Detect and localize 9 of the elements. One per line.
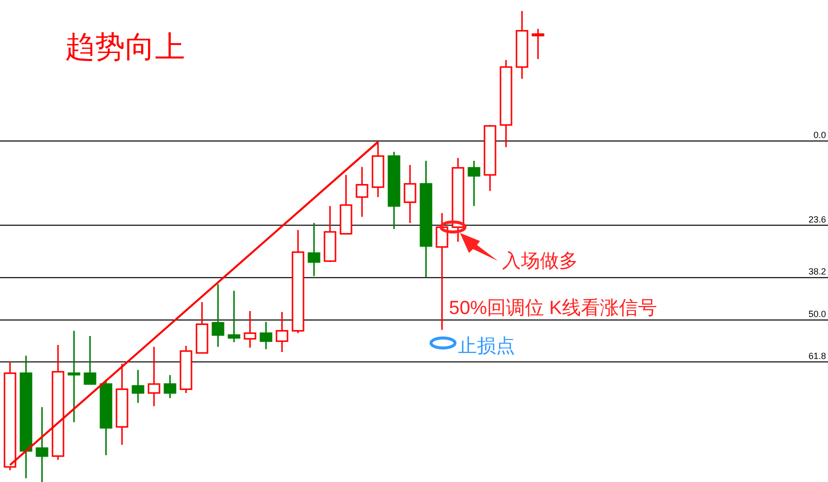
- text: 23.6: [808, 214, 826, 224]
- text: 趋势向上: [65, 31, 185, 64]
- text: 38.2: [808, 266, 826, 277]
- text: 50.0: [808, 308, 826, 319]
- text: 61.8: [808, 350, 826, 361]
- text: 0.0: [813, 130, 826, 140]
- annotation: 入场做多: [502, 251, 578, 272]
- annotation: 50%回调位 K线看涨信号: [449, 298, 657, 319]
- annotation: 止损点: [458, 336, 515, 357]
